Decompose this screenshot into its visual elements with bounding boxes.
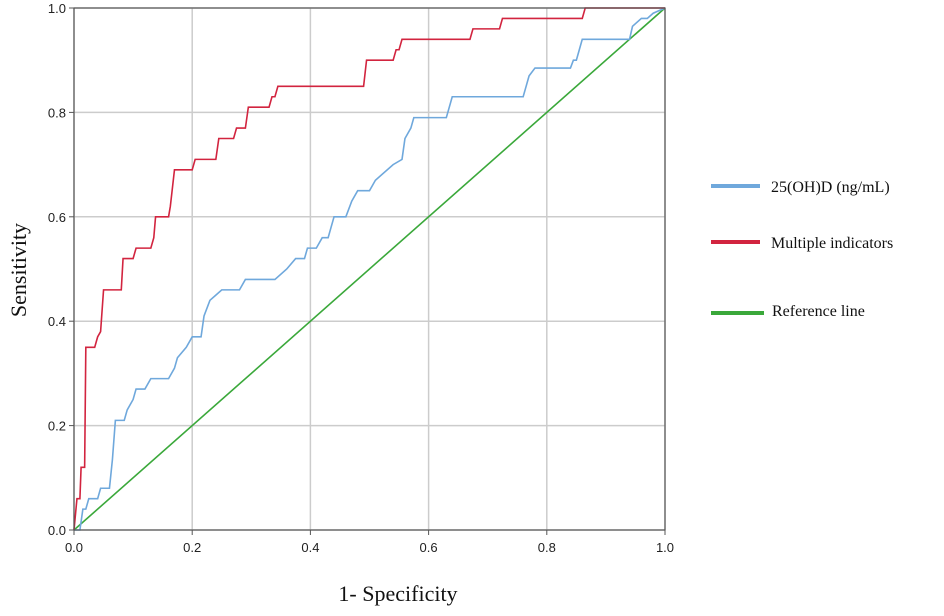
y-tick-label-5: 1.0 [48, 1, 66, 16]
plot-frame [73, 7, 666, 531]
series-line-multiple-indicators [73, 7, 665, 531]
x-tick-label-3: 0.6 [420, 540, 438, 555]
x-tick-label-5: 1.0 [656, 540, 674, 555]
y-tick-label-0: 0.0 [48, 523, 66, 538]
x-axis-title: 1- Specificity [338, 581, 457, 606]
legend-label-multiple-indicators: Multiple indicators [771, 235, 893, 252]
y-tick-label-3: 0.6 [48, 210, 66, 225]
x-tick-label-0: 0.0 [65, 540, 83, 555]
series-line-25-oh-d-ng-ml [74, 7, 666, 531]
x-axis-ticks: 0.0 0.2 0.4 0.6 0.8 1.0 [65, 530, 674, 555]
x-tick-label-2: 0.4 [301, 540, 319, 555]
roc-curves [73, 7, 666, 531]
plot-border [73, 7, 666, 531]
y-axis-ticks: 0.0 0.2 0.4 0.6 0.8 1.0 [48, 1, 74, 538]
x-tick-label-4: 0.8 [538, 540, 556, 555]
legend-label-reference-line: Reference line [772, 303, 865, 320]
y-tick-label-4: 0.8 [48, 105, 66, 120]
reference-line-series [73, 7, 666, 531]
y-tick-label-1: 0.2 [48, 419, 66, 434]
legend-label-25-oh-d-ng-ml: 25(OH)D (ng/mL) [771, 179, 890, 196]
series-line-reference-line [73, 7, 666, 531]
legend: 25(OH)D (ng/mL) Multiple indicators Refere… [711, 179, 893, 320]
y-axis-title: Sensitivity [6, 223, 31, 317]
x-tick-label-1: 0.2 [183, 540, 201, 555]
y-tick-label-2: 0.4 [48, 314, 66, 329]
